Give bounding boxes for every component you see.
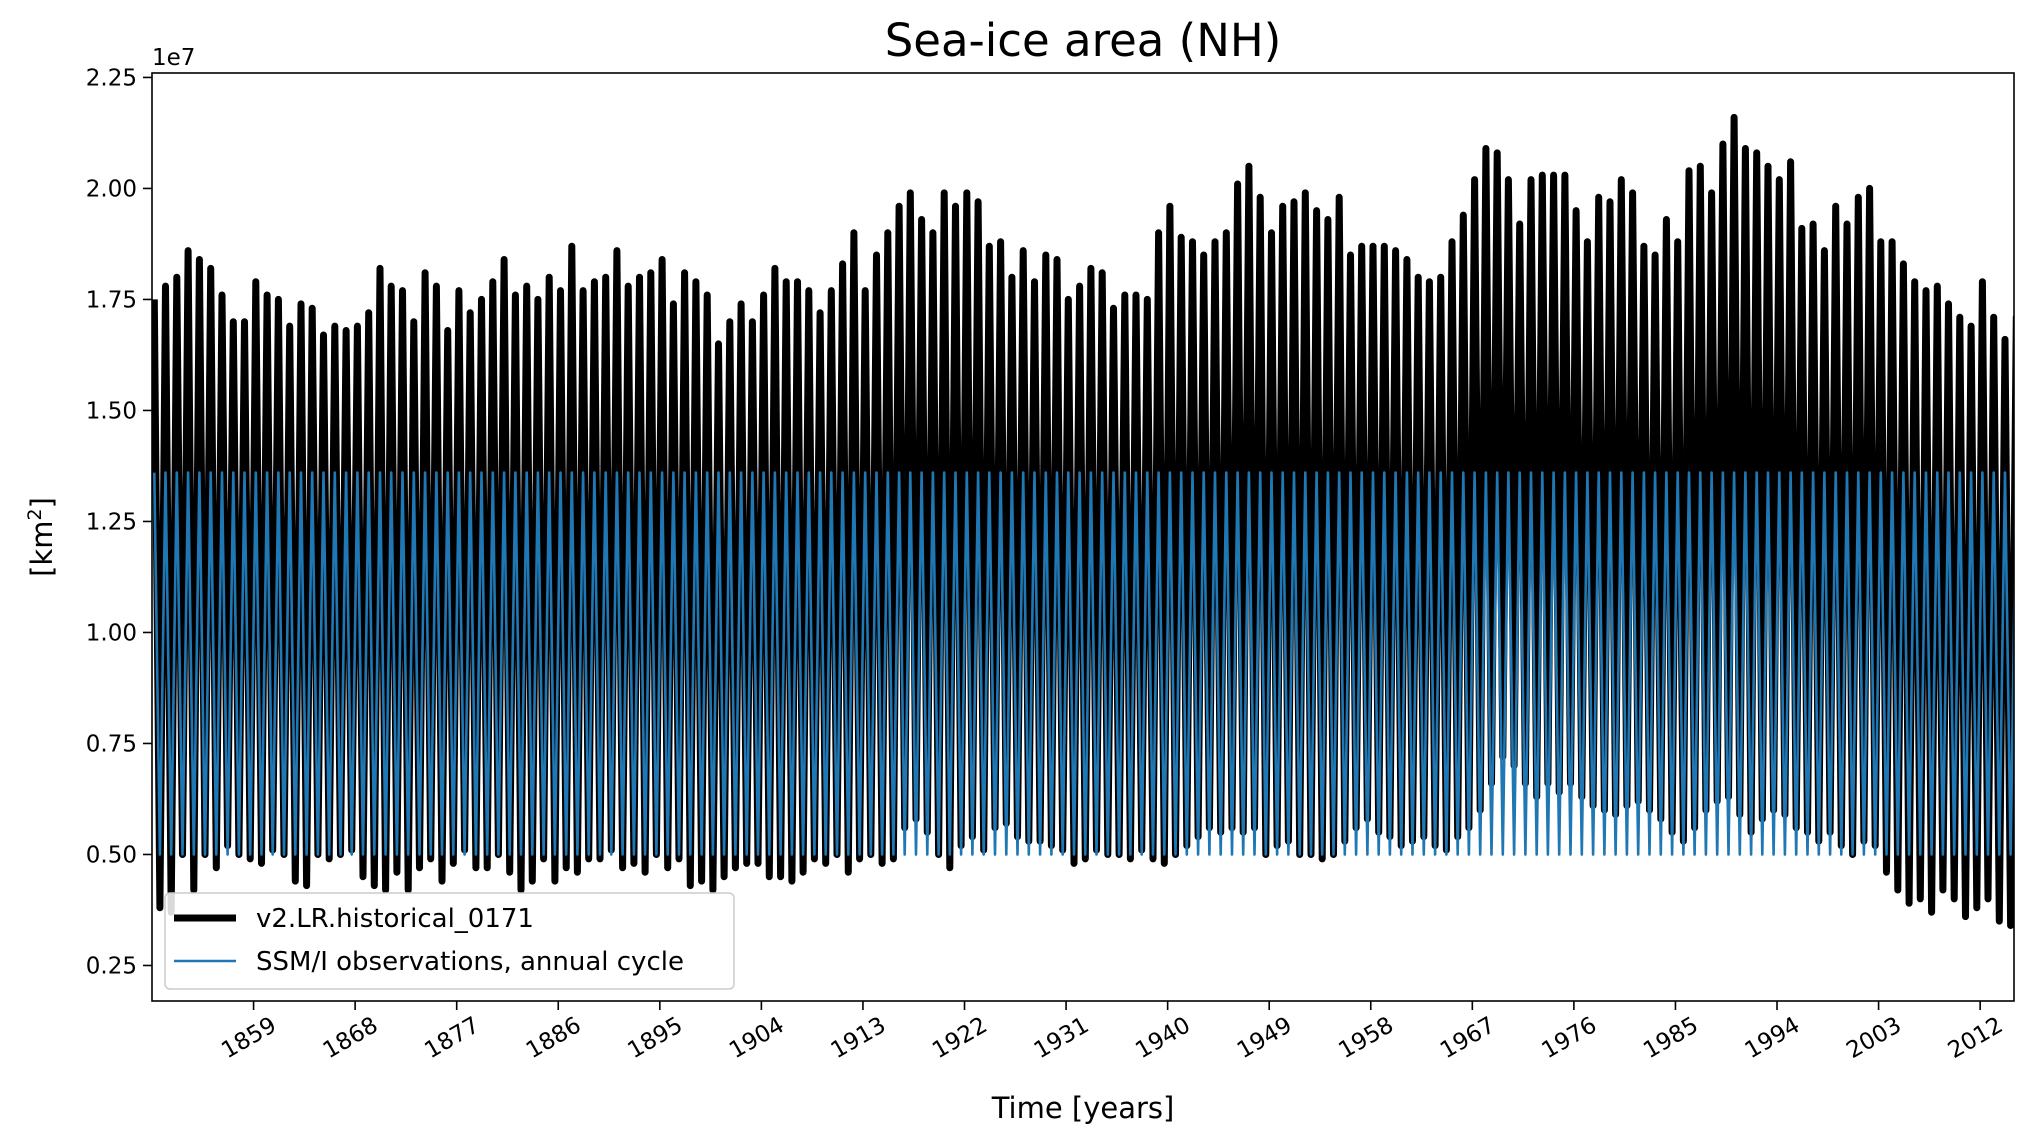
y-tick-label: 0.25: [86, 953, 137, 979]
y-axis: 0.25 0.50 0.75 1.00 1.25 1.50 1.75 2.00 2.25: [86, 65, 152, 979]
y-tick-label: 1.00: [86, 620, 137, 646]
y-tick-label: 1.75: [86, 287, 137, 313]
y-tick-label: 0.75: [86, 731, 137, 757]
y-tick-label: 0.50: [86, 842, 137, 868]
axes-frame: [151, 72, 2015, 1002]
chart-title: Sea-ice area (NH): [885, 14, 1282, 67]
series-line-observations: [153, 471, 2014, 856]
legend: v2.LR.historical_0171 SSM/I observations…: [164, 892, 735, 990]
y-axis-label-end: ]: [25, 497, 59, 508]
x-axis-label: Time [years]: [991, 1091, 1175, 1125]
y-tick-label: 2.25: [86, 65, 137, 91]
y-tick-label: 1.25: [86, 509, 137, 535]
y-offset-label: 1e7: [152, 45, 195, 71]
legend-label-model: v2.LR.historical_0171: [256, 904, 534, 934]
y-tick-label: 2.00: [86, 176, 137, 202]
plot-area: [152, 113, 2014, 929]
y-axis-label-base: [km: [25, 521, 59, 577]
y-axis-label: [km2]: [24, 497, 59, 577]
y-axis-label-sup: 2: [24, 508, 46, 520]
legend-box: [164, 892, 735, 990]
legend-label-observations: SSM/I observations, annual cycle: [256, 947, 684, 977]
y-tick-label: 1.50: [86, 398, 137, 424]
